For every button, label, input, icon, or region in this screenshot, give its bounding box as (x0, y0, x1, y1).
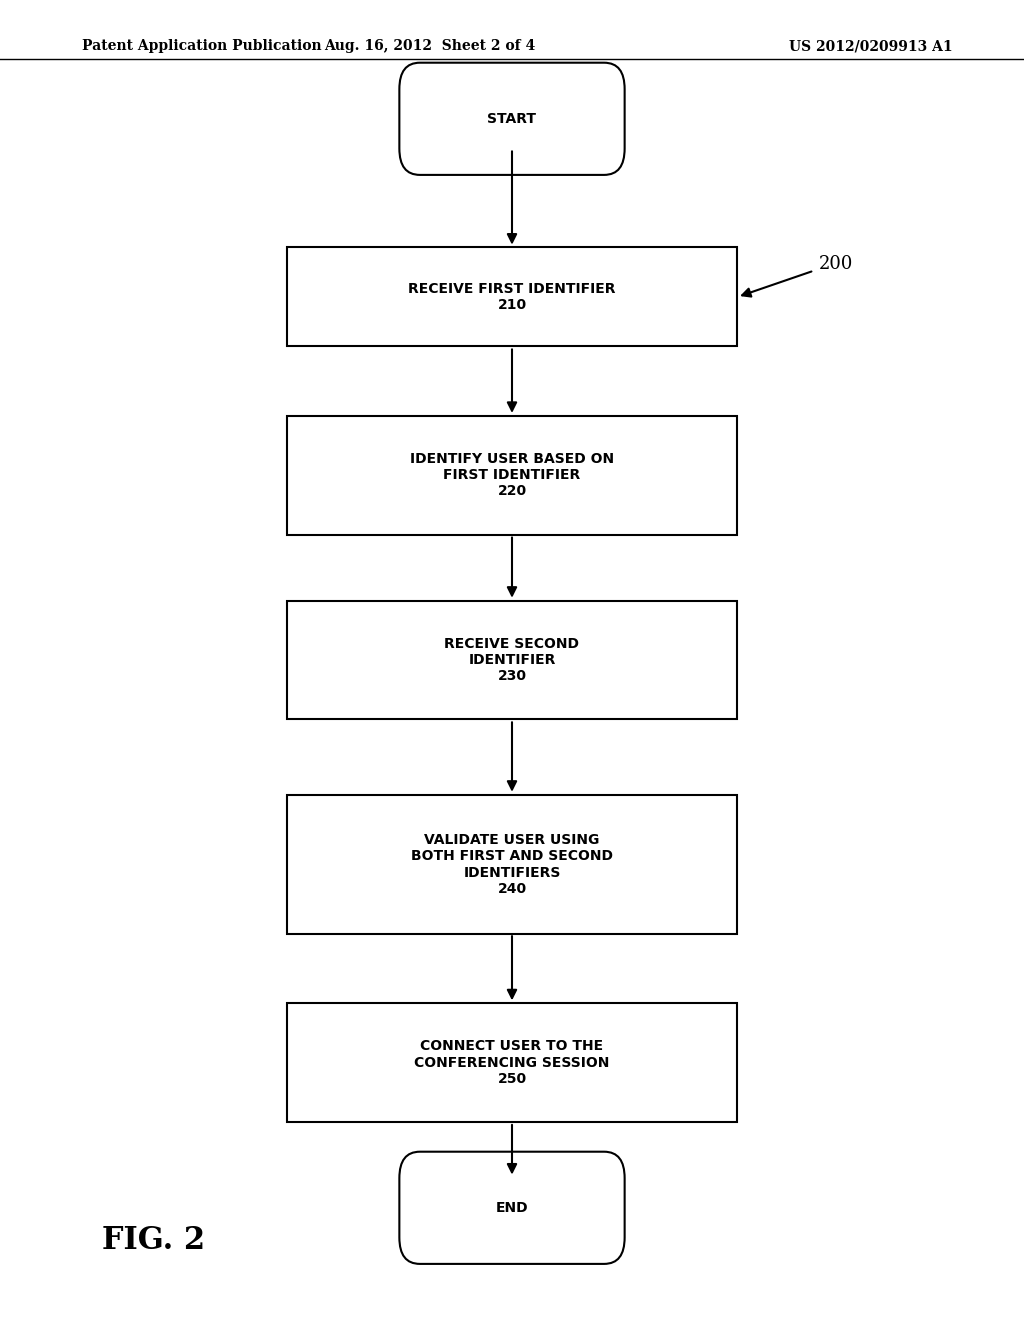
Text: START: START (487, 112, 537, 125)
Text: CONNECT USER TO THE
CONFERENCING SESSION
250: CONNECT USER TO THE CONFERENCING SESSION… (415, 1039, 609, 1086)
Text: RECEIVE SECOND
IDENTIFIER
230: RECEIVE SECOND IDENTIFIER 230 (444, 636, 580, 684)
Bar (287, 601, 737, 719)
Text: US 2012/0209913 A1: US 2012/0209913 A1 (788, 40, 952, 53)
FancyBboxPatch shape (399, 1151, 625, 1265)
Text: END: END (496, 1201, 528, 1214)
Text: 200: 200 (819, 255, 854, 273)
Bar (287, 795, 737, 935)
Text: Aug. 16, 2012  Sheet 2 of 4: Aug. 16, 2012 Sheet 2 of 4 (325, 40, 536, 53)
Text: IDENTIFY USER BASED ON
FIRST IDENTIFIER
220: IDENTIFY USER BASED ON FIRST IDENTIFIER … (410, 451, 614, 499)
Bar (287, 416, 737, 535)
Bar (287, 248, 737, 346)
Text: RECEIVE FIRST IDENTIFIER
210: RECEIVE FIRST IDENTIFIER 210 (409, 282, 615, 312)
FancyBboxPatch shape (399, 62, 625, 174)
Text: FIG. 2: FIG. 2 (102, 1225, 206, 1257)
Text: VALIDATE USER USING
BOTH FIRST AND SECOND
IDENTIFIERS
240: VALIDATE USER USING BOTH FIRST AND SECON… (411, 833, 613, 896)
Text: Patent Application Publication: Patent Application Publication (82, 40, 322, 53)
Bar (287, 1003, 737, 1122)
